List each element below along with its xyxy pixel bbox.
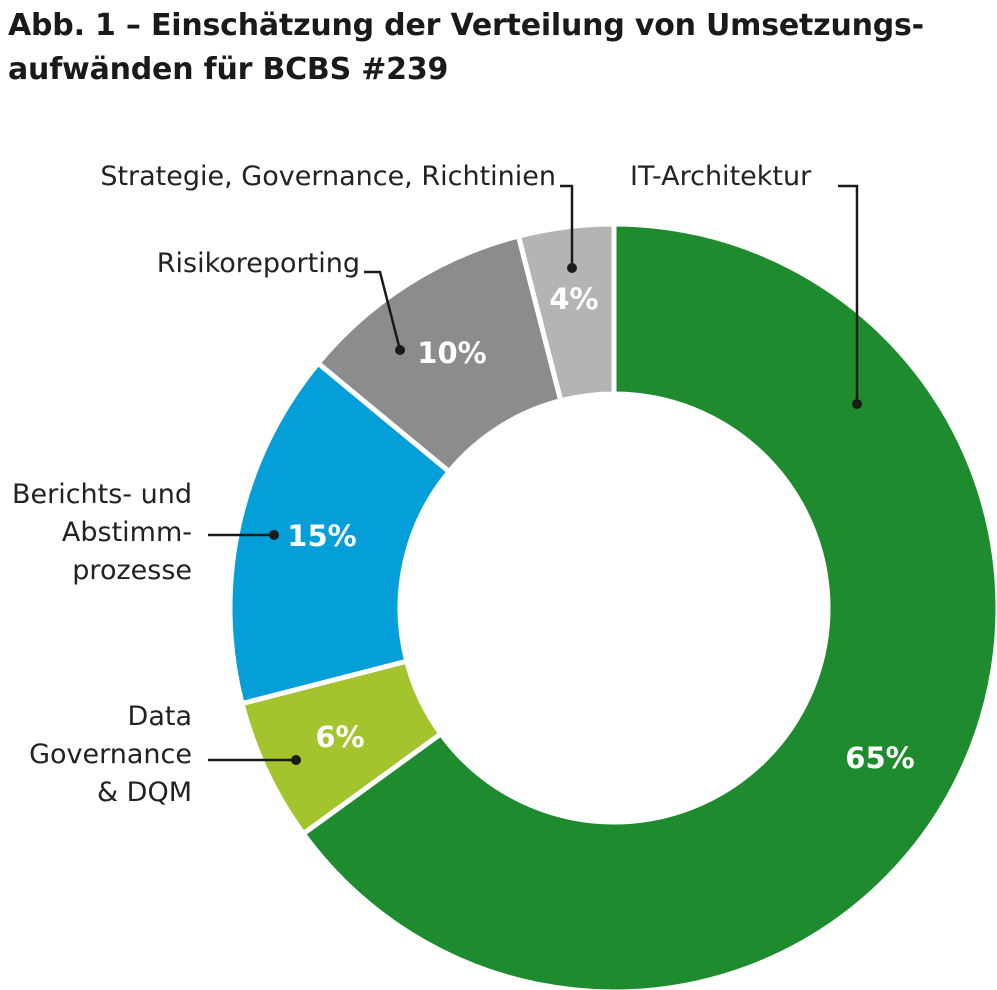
value-label-it-architektur: 65%: [845, 741, 914, 775]
slice-berichts-abstimmprozesse: [227, 359, 453, 707]
callout-strategie-line-1: Strategie, Governance, Richtinien: [100, 161, 556, 192]
callout-strategie: Strategie, Governance, Richtinien: [20, 158, 556, 196]
chart-title-line-2: aufwänden für BCBS #239: [8, 52, 449, 87]
callout-berichts-line-2: Abstimm-: [61, 517, 192, 548]
callout-it-architektur: IT-Architektur: [630, 158, 840, 196]
callout-data-governance-dqm: Data Governance & DQM: [0, 698, 192, 812]
slice-it-architektur: [299, 221, 997, 990]
leader-dot-it-architektur: [852, 399, 862, 409]
callout-data-gov-line-2: Governance: [29, 739, 192, 770]
leader-line-risikoreporting: [364, 270, 402, 351]
slice-value-labels: 65% 6% 15% 10% 4%: [287, 282, 914, 775]
callout-berichts-line-3: prozesse: [72, 555, 192, 586]
donut-slices: [227, 221, 997, 990]
leader-line-strategie: [560, 184, 574, 268]
callout-data-gov-line-3: & DQM: [97, 777, 192, 808]
value-label-strategie: 4%: [549, 282, 598, 316]
leader-dot-data-governance-dqm: [291, 755, 301, 765]
leader-dot-berichts-abstimmprozesse: [269, 530, 279, 540]
callout-risikoreporting: Risikoreporting: [40, 245, 360, 283]
leader-dot-strategie: [567, 263, 577, 273]
chart-title-line-1: Abb. 1 – Einschätzung der Verteilung von…: [8, 8, 924, 43]
value-label-berichts-abstimmprozesse: 15%: [287, 519, 356, 553]
callout-berichts-line-1: Berichts- und: [11, 479, 192, 510]
callout-risikoreporting-line-1: Risikoreporting: [156, 248, 360, 279]
leader-dot-risikoreporting: [395, 345, 405, 355]
leader-line-it-architektur: [838, 184, 859, 404]
value-label-data-governance-dqm: 6%: [315, 720, 364, 754]
callout-berichts-abstimmprozesse: Berichts- und Abstimm- prozesse: [0, 476, 192, 590]
value-label-risikoreporting: 10%: [417, 336, 486, 370]
slice-strategie: [515, 221, 617, 404]
callout-data-gov-line-1: Data: [127, 701, 192, 732]
callout-leader-lines: [208, 184, 862, 765]
chart-title: Abb. 1 – Einschätzung der Verteilung von…: [8, 4, 988, 92]
callout-it-architektur-line-1: IT-Architektur: [630, 161, 812, 192]
